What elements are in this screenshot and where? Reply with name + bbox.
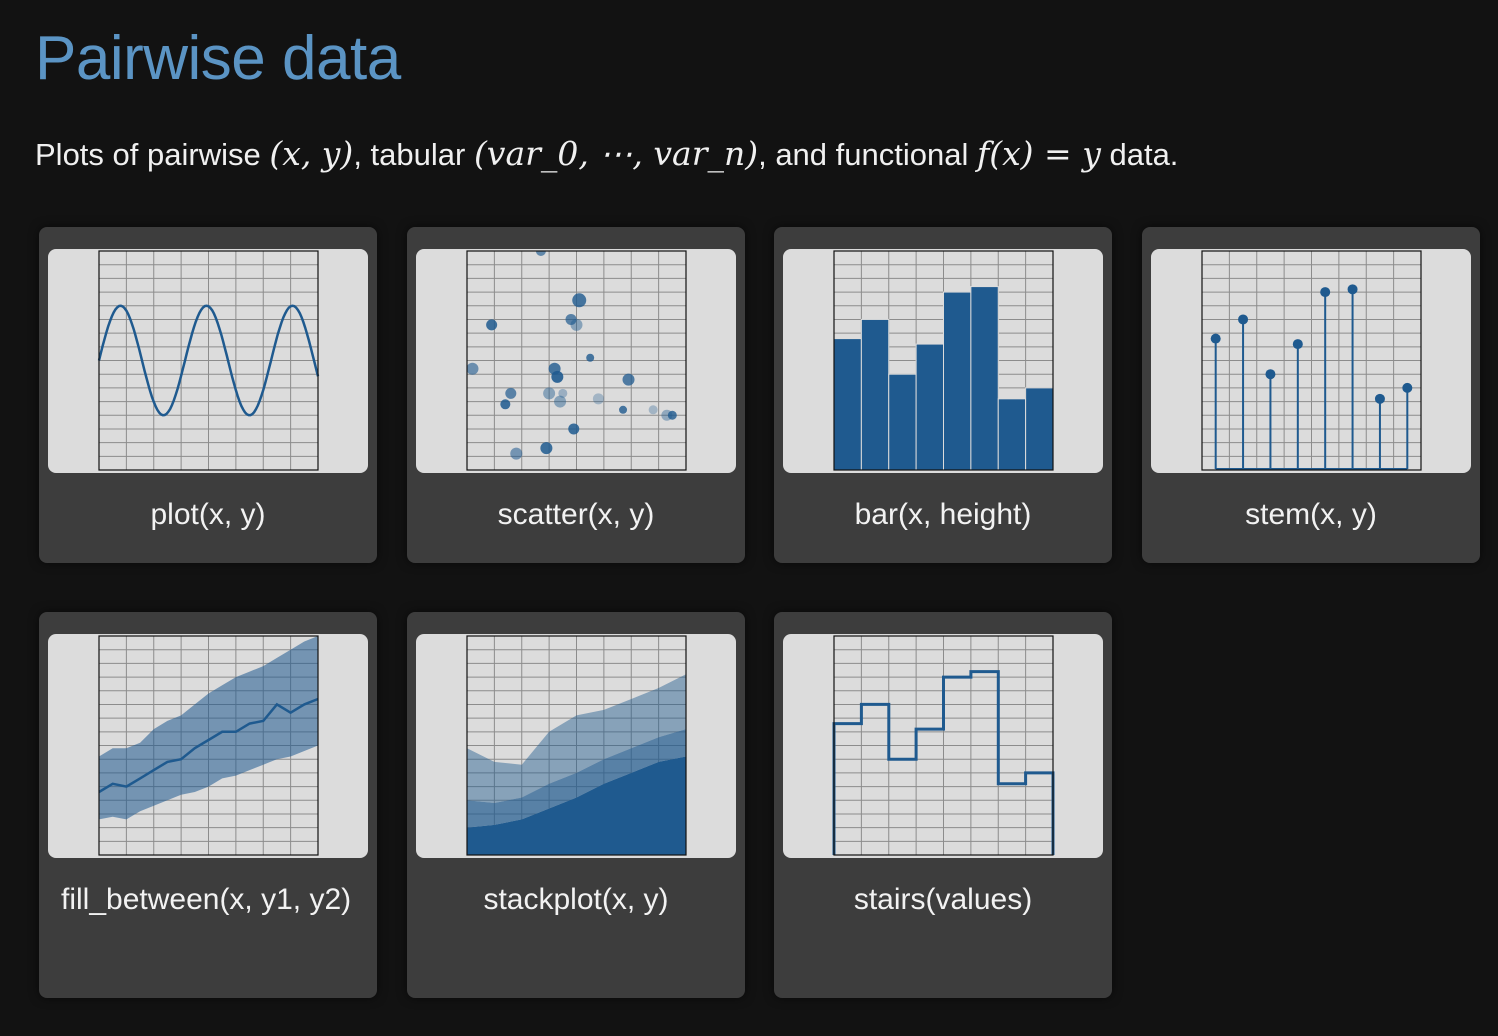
thumbnail-fill-between[interactable] bbox=[48, 634, 368, 858]
card-label[interactable]: fill_between(x, y1, y2) bbox=[61, 883, 352, 916]
axes-frame bbox=[833, 250, 1054, 471]
axes-frame bbox=[1201, 250, 1422, 471]
card-scatter[interactable]: scatter(x, y) bbox=[407, 227, 745, 563]
bar bbox=[860, 318, 890, 471]
scatter-point bbox=[535, 251, 546, 256]
stem-marker bbox=[1292, 339, 1303, 350]
stem-marker bbox=[1320, 287, 1331, 298]
stem-marker bbox=[1265, 369, 1276, 380]
scatter-point bbox=[551, 370, 564, 383]
scatter-point bbox=[667, 410, 677, 420]
thumbnail-stem[interactable] bbox=[1151, 249, 1471, 473]
thumbnail-stairs[interactable] bbox=[783, 634, 1103, 858]
math-tabular-close: , var_n) bbox=[632, 134, 759, 173]
axes-frame bbox=[466, 635, 687, 856]
stackplot-chart bbox=[466, 635, 687, 856]
stem-marker bbox=[1347, 284, 1358, 295]
math-pair: (x, y) bbox=[269, 134, 354, 173]
bar bbox=[997, 398, 1027, 471]
stairs-line bbox=[832, 670, 1055, 855]
scatter-point bbox=[568, 423, 580, 435]
bar-chart bbox=[833, 250, 1054, 471]
stem-marker bbox=[1374, 393, 1385, 404]
card-label[interactable]: stackplot(x, y) bbox=[483, 883, 669, 916]
bar bbox=[915, 343, 944, 471]
plot-chart bbox=[97, 250, 320, 471]
axes-frame bbox=[466, 250, 687, 471]
scatter-point bbox=[558, 388, 568, 398]
intro-text: , and functional bbox=[758, 137, 977, 172]
card-stairs[interactable]: stairs(values) bbox=[774, 612, 1112, 998]
scatter-point bbox=[554, 395, 567, 408]
card-label[interactable]: plot(x, y) bbox=[150, 498, 266, 531]
axes-frame bbox=[98, 250, 319, 471]
stack-layer bbox=[467, 729, 686, 828]
bar bbox=[833, 338, 862, 471]
stem-chart bbox=[1201, 250, 1422, 471]
card-bar[interactable]: bar(x, height) bbox=[774, 227, 1112, 563]
axes-frame bbox=[833, 635, 1054, 856]
scatter-point bbox=[586, 353, 595, 362]
card-label[interactable]: stairs(values) bbox=[853, 883, 1033, 916]
stairs-chart bbox=[832, 635, 1055, 856]
bar bbox=[888, 373, 917, 471]
stack-layer bbox=[467, 674, 686, 803]
bar bbox=[970, 286, 999, 471]
scatter-point bbox=[467, 362, 479, 375]
bar bbox=[943, 291, 972, 471]
axes-frame bbox=[98, 635, 319, 856]
series-line bbox=[98, 697, 319, 794]
scatter-point bbox=[648, 405, 658, 415]
bar bbox=[1025, 387, 1054, 471]
thumbnail-scatter[interactable] bbox=[416, 249, 736, 473]
card-fill-between[interactable]: fill_between(x, y1, y2) bbox=[39, 612, 377, 998]
card-label[interactable]: bar(x, height) bbox=[854, 498, 1032, 531]
fill-band bbox=[99, 636, 318, 820]
intro-paragraph: Plots of pairwise (x, y), tabular (var_0… bbox=[35, 128, 1178, 181]
thumbnail-stackplot[interactable] bbox=[416, 634, 736, 858]
scatter-point bbox=[622, 373, 635, 386]
scatter-point bbox=[572, 293, 587, 308]
intro-text: data. bbox=[1100, 137, 1179, 172]
card-label[interactable]: stem(x, y) bbox=[1245, 498, 1377, 531]
series-line bbox=[97, 304, 320, 417]
stem-marker bbox=[1402, 382, 1413, 393]
scatter-point bbox=[570, 318, 583, 331]
stem-marker bbox=[1210, 333, 1221, 344]
card-stem[interactable]: stem(x, y) bbox=[1142, 227, 1480, 563]
math-y: y bbox=[1082, 134, 1101, 173]
scatter-point bbox=[500, 399, 511, 410]
math-function: f(x) bbox=[976, 134, 1034, 173]
scatter-point bbox=[592, 393, 604, 405]
math-equals: = bbox=[1033, 134, 1083, 173]
scatter-point bbox=[543, 387, 556, 400]
card-label[interactable]: scatter(x, y) bbox=[497, 498, 655, 531]
math-tabular-open: (var_0, bbox=[473, 134, 600, 173]
stem-marker bbox=[1238, 314, 1249, 325]
math-ellipsis: ⋯ bbox=[599, 134, 633, 173]
scatter-chart bbox=[466, 250, 687, 471]
scatter-point bbox=[510, 447, 523, 460]
page-title: Pairwise data bbox=[35, 24, 401, 93]
thumbnail-bar[interactable] bbox=[783, 249, 1103, 473]
scatter-point bbox=[486, 319, 498, 331]
scatter-point bbox=[565, 313, 577, 325]
scatter-point bbox=[505, 387, 517, 399]
intro-text: , tabular bbox=[353, 137, 474, 172]
scatter-point bbox=[619, 405, 628, 414]
points bbox=[467, 251, 677, 460]
intro-text: Plots of pairwise bbox=[35, 137, 270, 172]
scatter-point bbox=[540, 442, 553, 455]
stack-layer bbox=[467, 756, 686, 855]
card-plot[interactable]: plot(x, y) bbox=[39, 227, 377, 563]
card-stackplot[interactable]: stackplot(x, y) bbox=[407, 612, 745, 998]
thumbnail-plot[interactable] bbox=[48, 249, 368, 473]
fill-between-chart bbox=[98, 635, 319, 856]
